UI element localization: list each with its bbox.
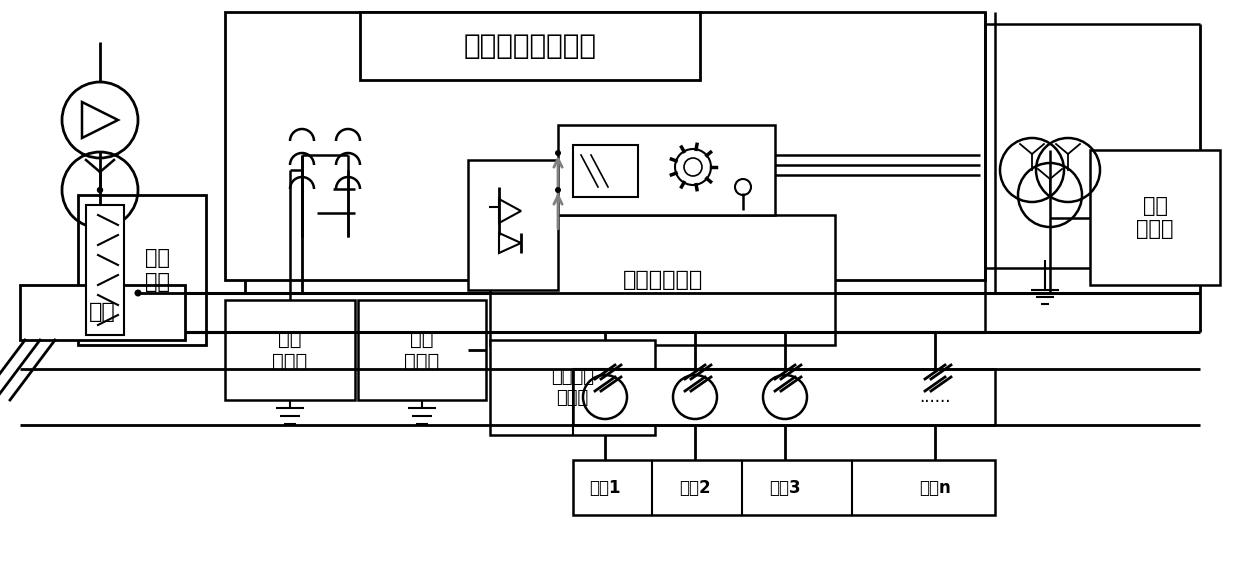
Bar [224,12,985,280]
Bar [558,125,775,215]
Text: 电压
互感器: 电压 互感器 [1136,196,1174,239]
Bar [467,160,558,290]
Bar [224,300,355,400]
Text: ......: ...... [919,388,951,406]
Bar [20,285,185,340]
Bar [490,215,835,345]
Text: 高阻接地判别系统: 高阻接地判别系统 [464,32,596,60]
Bar [78,195,206,345]
Circle shape [98,187,103,193]
Bar [358,300,486,400]
Text: 馈线n: 馈线n [919,478,951,496]
Text: 消弧
线圈: 消弧 线圈 [145,248,170,292]
Bar [360,12,701,80]
Text: 馈线3: 馈线3 [769,478,801,496]
Bar [490,340,655,435]
Bar [1090,150,1220,285]
Bar [573,369,994,425]
Text: 升压
变压器: 升压 变压器 [273,329,308,371]
Text: 选线消弧装置: 选线消弧装置 [622,270,703,290]
Circle shape [556,150,560,156]
Text: 母线: 母线 [89,303,115,322]
Bar [86,205,124,335]
Text: 零序电流
互感器: 零序电流 互感器 [551,368,594,407]
Bar [573,460,994,515]
Circle shape [556,187,560,193]
Text: 馈线1: 馈线1 [589,478,621,496]
Text: 馈线2: 馈线2 [680,478,711,496]
Bar [573,145,639,197]
Text: 柔性
电压源: 柔性 电压源 [404,329,440,371]
Circle shape [134,289,141,296]
